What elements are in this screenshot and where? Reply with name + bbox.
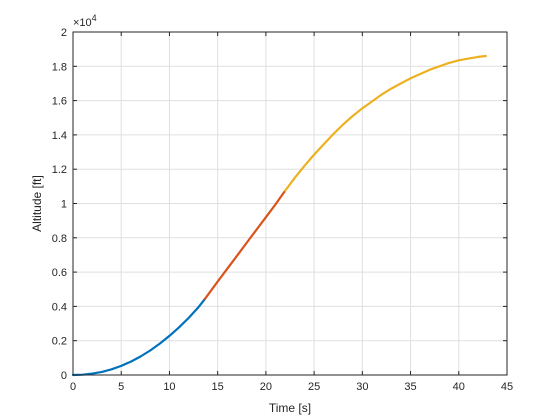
y-tick-label: 0 [61, 370, 67, 382]
y-exponent-power: 4 [92, 13, 97, 23]
series-line-1 [71, 297, 207, 377]
x-tick-label: 40 [453, 381, 465, 393]
series-line-2 [204, 189, 287, 300]
x-tick-label: 30 [356, 381, 368, 393]
x-axis-label: Time [s] [269, 401, 311, 415]
tick-labels: 0 5 10 15 20 25 30 35 40 45 0 0.2 0.4 0.6 0.8 1 1.2 1.4 1.… [52, 27, 513, 393]
y-tick-label: 2 [61, 27, 67, 39]
y-tick-label: 0.4 [52, 301, 67, 313]
y-tick-label: 1.4 [52, 130, 67, 142]
x-tick-label: 15 [212, 381, 224, 393]
x-tick-label: 20 [260, 381, 272, 393]
y-tick-label: 0.6 [52, 267, 67, 279]
axis-ticks [72, 31, 508, 376]
series-line-3 [284, 54, 487, 192]
y-exponent-base: ×10 [73, 17, 92, 29]
y-tick-label: 1.2 [52, 164, 67, 176]
x-tick-label: 35 [404, 381, 416, 393]
x-tick-label: 5 [118, 381, 124, 393]
y-tick-label: 1.6 [52, 96, 67, 108]
y-tick-label: 0.2 [52, 336, 67, 348]
x-tick-label: 25 [308, 381, 320, 393]
x-tick-label: 10 [163, 381, 175, 393]
x-tick-label: 45 [501, 381, 513, 393]
y-axis-label: Altitude [ft] [30, 175, 44, 232]
grid [72, 31, 508, 376]
y-tick-label: 1.8 [52, 61, 67, 73]
y-tick-label: 1 [61, 199, 67, 211]
y-tick-label: 0.8 [52, 233, 67, 245]
x-tick-label: 0 [70, 381, 76, 393]
y-axis-exponent: ×104 [73, 13, 97, 29]
series-lines [71, 54, 487, 377]
